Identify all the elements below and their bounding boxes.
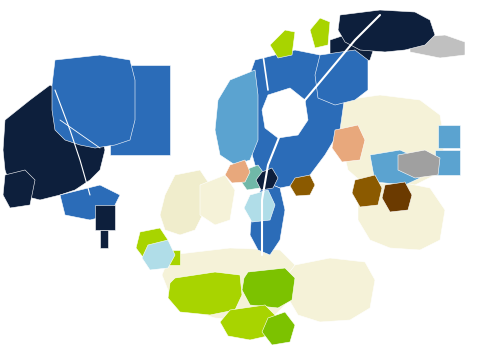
Polygon shape: [438, 125, 460, 148]
Polygon shape: [215, 70, 258, 165]
Polygon shape: [340, 95, 445, 190]
Polygon shape: [162, 248, 295, 320]
Polygon shape: [256, 168, 278, 190]
Polygon shape: [200, 175, 235, 225]
Polygon shape: [382, 182, 412, 212]
Polygon shape: [290, 175, 315, 196]
Polygon shape: [352, 175, 382, 207]
Polygon shape: [168, 272, 242, 315]
Polygon shape: [435, 150, 460, 175]
Polygon shape: [262, 312, 295, 345]
Polygon shape: [240, 165, 265, 190]
Polygon shape: [60, 185, 120, 220]
Polygon shape: [100, 230, 108, 248]
Polygon shape: [330, 30, 375, 65]
Polygon shape: [162, 250, 180, 265]
Polygon shape: [285, 258, 375, 322]
Polygon shape: [358, 182, 445, 250]
Polygon shape: [338, 10, 435, 52]
Polygon shape: [160, 170, 210, 235]
Polygon shape: [310, 18, 330, 48]
Polygon shape: [52, 55, 135, 148]
Polygon shape: [3, 85, 105, 200]
Polygon shape: [110, 65, 170, 155]
Polygon shape: [262, 88, 308, 138]
Polygon shape: [95, 205, 115, 230]
Polygon shape: [3, 170, 35, 208]
Polygon shape: [245, 50, 345, 188]
Polygon shape: [244, 190, 275, 222]
Polygon shape: [250, 182, 285, 255]
Polygon shape: [225, 160, 250, 183]
Polygon shape: [136, 228, 168, 260]
Polygon shape: [142, 240, 175, 270]
Polygon shape: [370, 150, 420, 185]
Polygon shape: [332, 125, 365, 162]
Polygon shape: [220, 305, 278, 340]
Polygon shape: [410, 35, 465, 58]
Polygon shape: [398, 150, 440, 178]
Polygon shape: [242, 268, 295, 308]
Polygon shape: [270, 30, 295, 58]
Polygon shape: [315, 50, 368, 105]
